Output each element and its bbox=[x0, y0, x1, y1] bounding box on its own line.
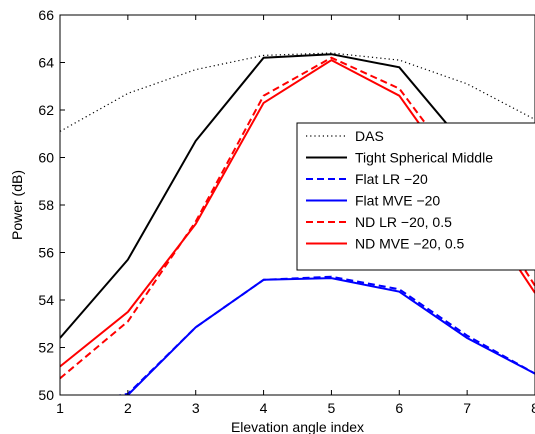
x-tick-label: 5 bbox=[328, 400, 336, 416]
y-tick-label: 56 bbox=[38, 245, 54, 261]
axis-ticks: 12345678505254565860626466 bbox=[38, 7, 535, 416]
x-tick-label: 3 bbox=[192, 400, 200, 416]
y-axis-label: Power (dB) bbox=[9, 170, 25, 240]
x-tick-label: 1 bbox=[56, 400, 64, 416]
series-line-4 bbox=[122, 277, 535, 395]
legend-box bbox=[296, 122, 535, 271]
y-tick-label: 62 bbox=[38, 102, 54, 118]
legend: DAS Tight Spherical Middle Flat LR −20 Flat… bbox=[296, 122, 535, 271]
series-line-1 bbox=[60, 52, 535, 132]
legend-label-1: DAS bbox=[355, 128, 384, 144]
x-tick-label: 7 bbox=[463, 400, 471, 416]
y-tick-label: 58 bbox=[38, 197, 54, 213]
legend-label-3: Flat LR −20 bbox=[355, 171, 428, 187]
y-tick-label: 60 bbox=[38, 150, 54, 166]
y-tick-label: 50 bbox=[38, 387, 54, 403]
legend-label-2: Tight Spherical Middle bbox=[355, 150, 493, 166]
y-tick-label: 66 bbox=[38, 7, 54, 23]
legend-label-6: ND MVE −20, 0.5 bbox=[355, 236, 465, 252]
series-line-3 bbox=[116, 275, 535, 395]
x-tick-label: 4 bbox=[260, 400, 268, 416]
y-tick-label: 64 bbox=[38, 55, 54, 71]
x-tick-label: 8 bbox=[531, 400, 535, 416]
x-tick-label: 2 bbox=[124, 400, 132, 416]
y-tick-label: 52 bbox=[38, 340, 54, 356]
y-tick-label: 54 bbox=[38, 292, 54, 308]
legend-label-4: Flat MVE −20 bbox=[355, 193, 440, 209]
x-tick-label: 6 bbox=[395, 400, 403, 416]
legend-label-5: ND LR −20, 0.5 bbox=[355, 214, 452, 230]
x-axis-label: Elevation angle index bbox=[231, 419, 364, 434]
